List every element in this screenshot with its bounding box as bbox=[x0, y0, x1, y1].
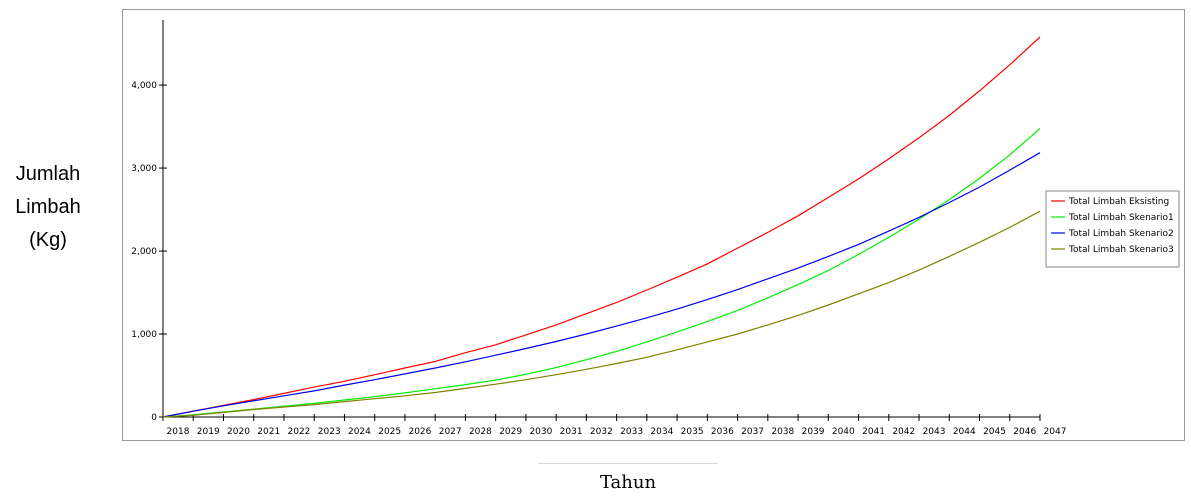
y-tick-label: 1,000 bbox=[131, 330, 157, 340]
x-tick-label: 2047 bbox=[1044, 427, 1067, 437]
x-tick-label: 2046 bbox=[1013, 427, 1036, 437]
legend-entry: Total Limbah Skenario1 bbox=[1068, 213, 1174, 223]
x-tick-label: 2028 bbox=[469, 427, 492, 437]
x-axis-label-rule bbox=[538, 463, 718, 464]
x-tick-label: 2019 bbox=[197, 427, 220, 437]
y-tick-label: 2,000 bbox=[131, 247, 157, 257]
x-tick-label: 2023 bbox=[318, 427, 341, 437]
legend-entry: Total Limbah Skenario3 bbox=[1068, 245, 1174, 255]
y-tick-label: 0 bbox=[151, 413, 157, 423]
x-tick-label: 2021 bbox=[257, 427, 280, 437]
series-line bbox=[162, 36, 1041, 418]
x-tick-label: 2024 bbox=[348, 427, 371, 437]
x-tick-label: 2034 bbox=[650, 427, 673, 437]
y-axis-label-line: (Kg) bbox=[29, 229, 67, 251]
y-axis-label: Jumlah Limbah (Kg) bbox=[0, 158, 96, 257]
line-chart: 0 1,000 2,000 3,000 4,000 2018 2019 2020 2021 202… bbox=[131, 20, 1180, 437]
x-tick-label: 2035 bbox=[681, 427, 704, 437]
legend-box bbox=[1045, 190, 1180, 268]
y-tick-label: 4,000 bbox=[131, 81, 157, 91]
x-axis-label: Tahun bbox=[599, 472, 657, 493]
x-tick-label: 2018 bbox=[167, 427, 190, 437]
x-tick-label: 2037 bbox=[741, 427, 764, 437]
y-axis-label-line: Limbah bbox=[15, 196, 81, 218]
series-line bbox=[162, 128, 1041, 418]
series-line bbox=[162, 210, 1041, 418]
y-tick-label: 3,000 bbox=[131, 164, 157, 174]
x-tick-label: 2032 bbox=[590, 427, 613, 437]
x-tick-label: 2025 bbox=[378, 427, 401, 437]
x-tick-label: 2020 bbox=[227, 427, 250, 437]
x-tick-label: 2036 bbox=[711, 427, 734, 437]
x-tick-label: 2043 bbox=[923, 427, 946, 437]
x-tick-label: 2031 bbox=[560, 427, 583, 437]
x-tick-label: 2022 bbox=[288, 427, 311, 437]
x-tick-label: 2042 bbox=[892, 427, 915, 437]
x-tick-label: 2027 bbox=[439, 427, 462, 437]
x-tick-label: 2040 bbox=[832, 427, 855, 437]
y-axis-label-line: Jumlah bbox=[15, 163, 81, 185]
chart-frame: 0 1,000 2,000 3,000 4,000 2018 2019 2020 2021 202… bbox=[122, 9, 1185, 441]
x-tick-label: 2041 bbox=[862, 427, 885, 437]
legend-entry: Total Limbah Skenario2 bbox=[1068, 229, 1174, 239]
x-tick-label: 2033 bbox=[620, 427, 643, 437]
x-tick-label: 2038 bbox=[771, 427, 794, 437]
series-line bbox=[162, 152, 1041, 418]
legend-entry: Total Limbah Eksisting bbox=[1068, 197, 1169, 207]
x-tick-label: 2026 bbox=[408, 427, 431, 437]
x-tick-label: 2029 bbox=[499, 427, 522, 437]
x-tick-label: 2039 bbox=[802, 427, 825, 437]
x-tick-label: 2044 bbox=[953, 427, 976, 437]
x-tick-label: 2030 bbox=[529, 427, 552, 437]
x-tick-label: 2045 bbox=[983, 427, 1006, 437]
